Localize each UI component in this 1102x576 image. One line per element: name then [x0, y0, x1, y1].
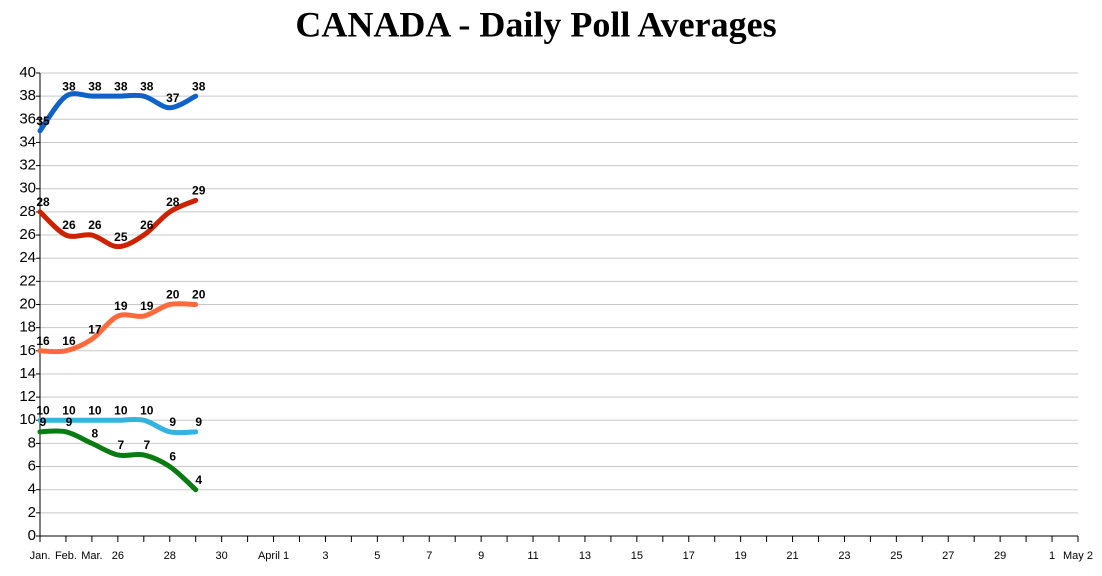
x-tick-label: 23: [838, 550, 850, 562]
y-tick-label: 14: [19, 365, 36, 382]
y-tick-label: 12: [19, 388, 36, 405]
data-label: 17: [88, 322, 102, 336]
data-label: 26: [140, 218, 154, 232]
y-tick-label: 8: [28, 434, 36, 451]
x-tick-label: 9: [478, 550, 484, 562]
data-label: 29: [192, 183, 206, 197]
x-tick-label: 28: [164, 550, 176, 562]
y-tick-label: 40: [19, 64, 36, 81]
data-label: 38: [140, 79, 154, 93]
x-tick-label: 15: [631, 550, 643, 562]
data-label: 10: [88, 403, 102, 417]
data-label: 38: [88, 79, 102, 93]
data-label: 35: [36, 114, 50, 128]
x-tick-label: 30: [216, 550, 228, 562]
data-label: 19: [140, 299, 154, 313]
y-tick-label: 22: [19, 272, 36, 289]
y-tick-label: 18: [19, 319, 36, 336]
series-line: [37, 301, 199, 355]
data-label: 10: [140, 403, 154, 417]
series-line: [37, 91, 199, 134]
x-tick-label: 27: [942, 550, 954, 562]
y-tick-label: 20: [19, 295, 36, 312]
data-label: 7: [143, 438, 150, 452]
y-tick-label: 28: [19, 203, 36, 220]
data-label: 7: [118, 438, 125, 452]
chart-title: CANADA - Daily Poll Averages: [295, 4, 776, 44]
x-tick-label: 17: [683, 550, 695, 562]
x-tick-label: 21: [786, 550, 798, 562]
x-tick-label: Mar.: [81, 550, 102, 562]
x-tick-label: April 1: [258, 550, 289, 562]
data-label: 9: [66, 415, 73, 429]
series-line: [37, 428, 199, 493]
y-tick-label: 4: [28, 481, 36, 498]
x-tick-label: May 2: [1063, 550, 1093, 562]
data-label: 9: [195, 415, 202, 429]
data-label: 37: [166, 91, 180, 105]
x-tick-label: 7: [426, 550, 432, 562]
x-tick-label: 26: [112, 550, 124, 562]
data-label: 4: [195, 473, 202, 487]
series-line: [37, 416, 199, 436]
data-label: 20: [192, 288, 206, 302]
y-tick-label: 10: [19, 411, 36, 428]
data-label: 26: [88, 218, 102, 232]
data-label: 28: [36, 195, 50, 209]
x-tick-label: 1: [1049, 550, 1055, 562]
y-tick-label: 24: [19, 249, 36, 266]
x-tick-label: 3: [322, 550, 328, 562]
y-tick-label: 32: [19, 157, 36, 174]
y-tick-label: 16: [19, 342, 36, 359]
data-label: 26: [62, 218, 76, 232]
y-tick-label: 30: [19, 180, 36, 197]
y-tick-label: 34: [19, 133, 36, 150]
data-label: 9: [169, 415, 176, 429]
x-tick-label: 19: [735, 550, 747, 562]
x-tick-label: Jan.: [30, 550, 51, 562]
data-label: 6: [169, 450, 176, 464]
series-line: [37, 197, 199, 250]
x-tick-label: Feb.: [55, 550, 77, 562]
x-tick-label: 25: [890, 550, 902, 562]
data-label: 38: [192, 79, 206, 93]
y-tick-label: 0: [28, 527, 36, 544]
data-label: 19: [114, 299, 128, 313]
data-label: 10: [62, 403, 76, 417]
data-label: 8: [92, 427, 99, 441]
data-label: 20: [166, 288, 180, 302]
data-label: 28: [166, 195, 180, 209]
data-label: 16: [36, 334, 50, 348]
x-tick-label: 13: [579, 550, 591, 562]
x-tick-label: 29: [994, 550, 1006, 562]
y-tick-label: 38: [19, 87, 36, 104]
y-tick-label: 36: [19, 110, 36, 127]
data-label: 9: [40, 415, 47, 429]
data-label: 38: [114, 79, 128, 93]
data-label: 10: [36, 403, 50, 417]
x-tick-label: 11: [527, 550, 538, 562]
data-label: 16: [62, 334, 76, 348]
y-tick-label: 6: [28, 458, 36, 475]
y-tick-label: 26: [19, 226, 36, 243]
data-label: 25: [114, 230, 128, 244]
data-label: 10: [114, 403, 128, 417]
data-label: 38: [62, 79, 76, 93]
y-tick-label: 2: [28, 504, 36, 521]
x-tick-label: 5: [374, 550, 380, 562]
